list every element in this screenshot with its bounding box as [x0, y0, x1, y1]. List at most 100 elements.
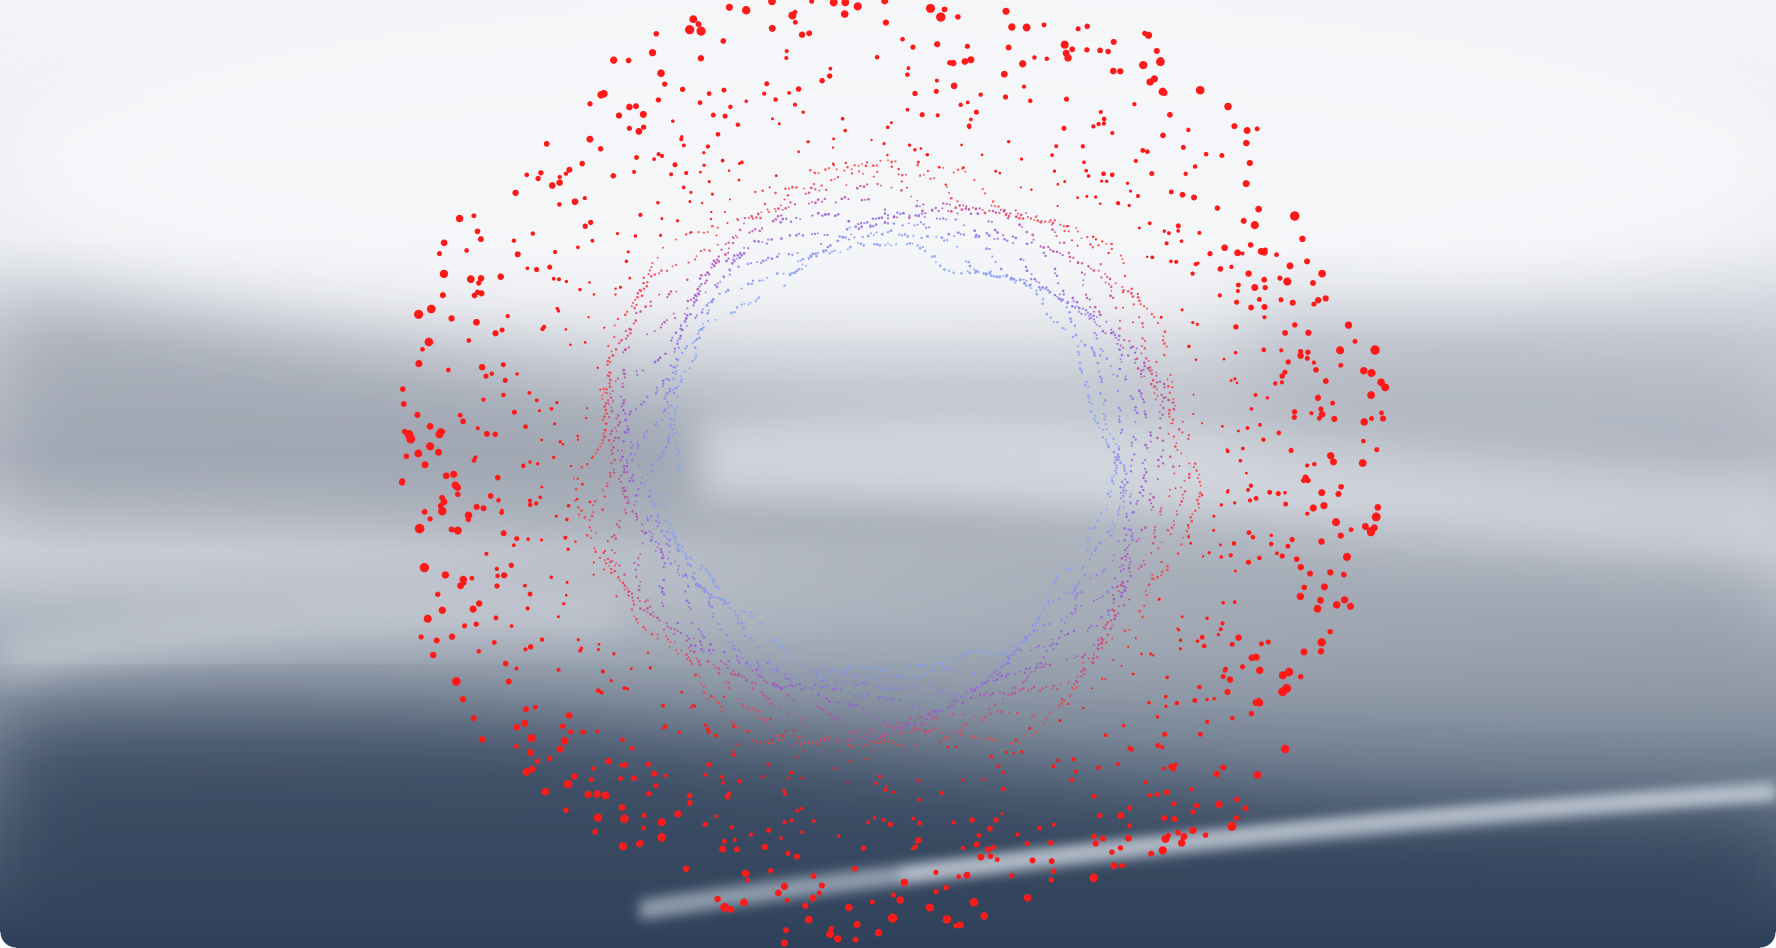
particle-dot — [1078, 367, 1082, 370]
particle-dot — [716, 243, 719, 246]
particle-dot — [1124, 472, 1128, 476]
particle-dot — [1318, 269, 1326, 278]
particle-dot — [889, 244, 892, 247]
particle-dot — [603, 550, 606, 552]
particle-dot — [662, 246, 665, 249]
particle-dot — [1150, 577, 1154, 580]
particle-dot — [669, 417, 672, 421]
particle-dot — [727, 659, 730, 663]
particle-dot — [948, 701, 951, 703]
particle-dot — [989, 755, 994, 759]
particle-dot — [610, 409, 614, 413]
particle-dot — [1036, 219, 1039, 222]
particle-dot — [1024, 679, 1027, 682]
particle-dot — [754, 190, 757, 194]
particle-dot — [714, 261, 717, 264]
particle-dot — [783, 284, 786, 288]
particle-dot — [1056, 758, 1061, 763]
particle-dot — [710, 605, 714, 609]
particle-dot — [678, 574, 681, 577]
particle-dot — [919, 221, 923, 224]
particle-dot — [1094, 548, 1097, 552]
particle-dot — [1243, 139, 1250, 147]
particle-dot — [879, 159, 882, 162]
particle-dot — [1069, 320, 1073, 324]
particle-dot — [697, 231, 700, 234]
particle-dot — [629, 667, 633, 671]
particle-dot — [791, 185, 794, 189]
particle-dot — [1073, 769, 1079, 774]
particle-dot — [837, 738, 840, 741]
particle-dot — [1143, 364, 1146, 368]
particle-dot — [774, 191, 777, 195]
particle-dot — [899, 212, 902, 216]
particle-dot — [1242, 180, 1250, 188]
particle-dot — [879, 735, 883, 738]
particle-dot — [737, 743, 740, 746]
particle-dot — [1062, 49, 1070, 57]
particle-dot — [1188, 472, 1191, 476]
particle-dot — [994, 211, 998, 214]
particle-dot — [827, 167, 831, 170]
particle-dot — [1161, 400, 1164, 403]
particle-dot — [527, 734, 536, 743]
particle-dot — [1006, 216, 1010, 220]
particle-dot — [1219, 543, 1222, 547]
particle-dot — [1171, 401, 1173, 404]
particle-dot — [1149, 492, 1152, 495]
particle-dot — [807, 741, 810, 744]
particle-dot — [792, 19, 798, 25]
particle-dot — [955, 245, 958, 248]
particle-dot — [1160, 132, 1166, 139]
particle-dot — [645, 430, 648, 433]
particle-dot — [932, 715, 935, 719]
particle-dot — [1279, 348, 1284, 353]
particle-dot — [993, 653, 995, 656]
particle-dot — [1255, 698, 1264, 707]
particle-dot — [883, 723, 886, 726]
particle-dot — [1117, 845, 1124, 851]
particle-dot — [941, 662, 945, 666]
particle-dot — [1048, 291, 1052, 294]
particle-dot — [768, 659, 771, 662]
particle-dot — [1002, 274, 1005, 277]
particle-dot — [1082, 283, 1084, 286]
particle-dot — [1101, 329, 1105, 333]
particle-dot — [807, 191, 811, 195]
particle-dot — [1089, 312, 1092, 316]
particle-dot — [632, 322, 636, 325]
particle-dot — [611, 452, 613, 455]
particle-dot — [1110, 38, 1117, 45]
particle-dot — [711, 262, 714, 266]
particle-dot — [780, 740, 783, 742]
particle-dot — [1104, 627, 1107, 630]
particle-dot — [626, 103, 633, 111]
particle-dot — [869, 899, 875, 905]
particle-dot — [814, 672, 818, 676]
particle-dot — [667, 438, 670, 441]
particle-dot — [584, 416, 588, 420]
particle-dot — [1205, 697, 1209, 702]
particle-dot — [483, 430, 490, 437]
particle-dot — [676, 358, 680, 362]
particle-dot — [1015, 279, 1018, 282]
particle-dot — [637, 597, 639, 600]
particle-dot — [991, 209, 995, 213]
particle-dot — [831, 717, 834, 720]
particle-dot — [1001, 697, 1004, 700]
particle-dot — [1056, 204, 1059, 207]
particle-dot — [1101, 428, 1104, 431]
particle-dot — [1110, 247, 1114, 251]
particle-dot — [1169, 455, 1172, 458]
particle-dot — [749, 636, 752, 639]
particle-dot — [621, 449, 624, 452]
particle-dot — [644, 305, 647, 308]
particle-dot — [614, 537, 618, 540]
particle-dot — [1152, 496, 1155, 499]
particle-dot — [1095, 546, 1098, 549]
particle-dot — [654, 550, 657, 553]
particle-dot — [655, 97, 662, 103]
particle-dot — [1022, 259, 1025, 262]
particle-dot — [527, 502, 533, 508]
particle-dot — [702, 821, 708, 828]
